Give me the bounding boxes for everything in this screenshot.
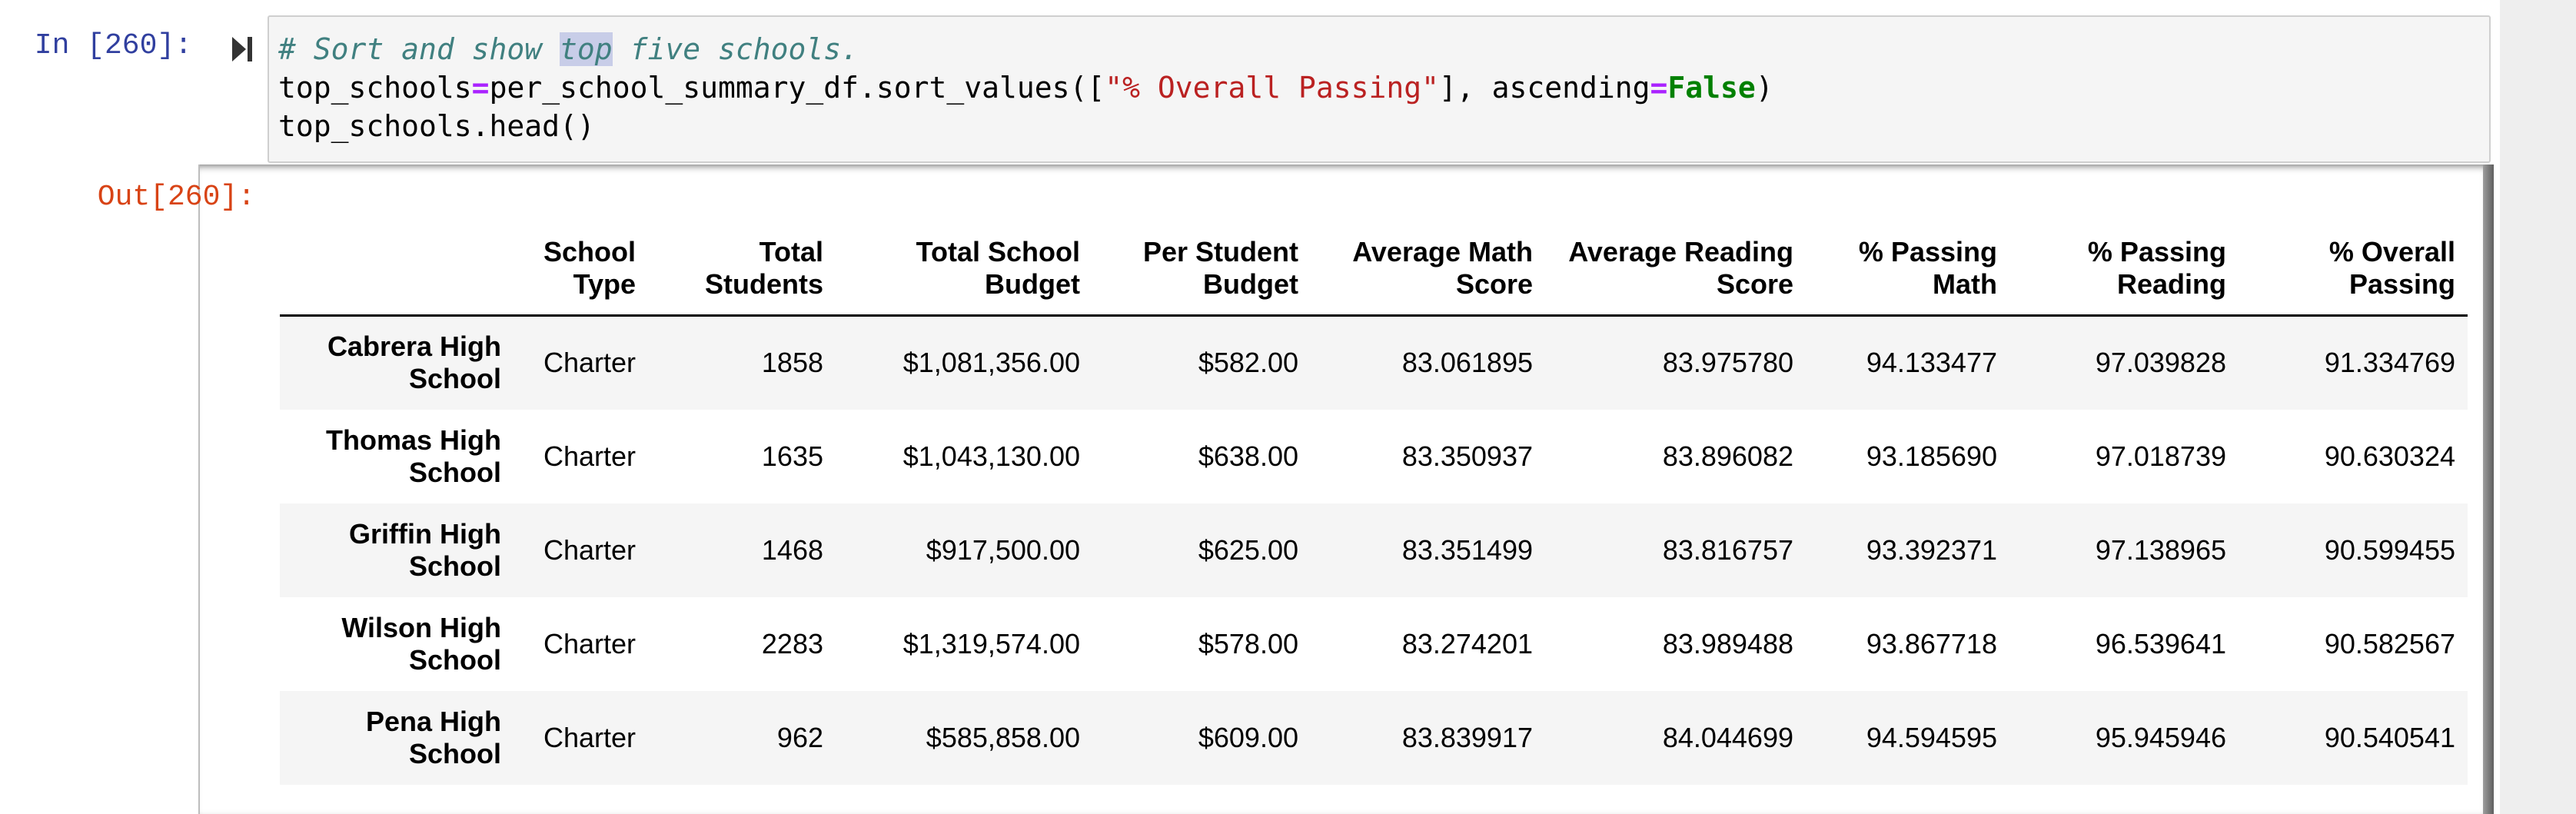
table-row: Cabrera High School Charter 1858 $1,081,356.… — [280, 315, 2468, 410]
cell-per-student-budget: $638.00 — [1198, 440, 1298, 472]
header-total-students: Total Students — [648, 218, 836, 317]
cell-total-students: 1858 — [761, 347, 823, 379]
cell-average-reading-score: 83.975780 — [1662, 347, 1793, 379]
header-average-reading-score: Average Reading Score — [1545, 218, 1806, 317]
table-row: Thomas High School Charter 1635 $1,043,130.0… — [280, 410, 2468, 503]
table-header-row: School Type Total Students Total School Bud… — [280, 218, 2468, 317]
cell-per-student-budget: $582.00 — [1198, 347, 1298, 379]
code-string: "% Overall Passing" — [1105, 71, 1439, 105]
cell-passing-math: 93.867718 — [1866, 627, 1997, 660]
cell-per-student-budget: $578.00 — [1198, 627, 1298, 660]
table-body: Cabrera High School Charter 1858 $1,081,356.… — [280, 315, 2468, 785]
table-row: Griffin High School Charter 1468 $917,500.00… — [280, 503, 2468, 597]
code-operator: = — [471, 71, 490, 105]
cell-overall-passing: 90.599455 — [2324, 533, 2455, 566]
row-index-school-name: Wilson High School — [341, 611, 501, 676]
output-scroll-edge[interactable] — [2483, 164, 2494, 814]
cell-school-type: Charter — [543, 347, 636, 379]
run-cell-icon[interactable] — [231, 34, 254, 65]
cell-average-reading-score: 83.989488 — [1662, 627, 1793, 660]
cell-total-school-budget: $917,500.00 — [926, 533, 1080, 566]
cell-overall-passing: 90.540541 — [2324, 721, 2455, 753]
cell-passing-reading: 97.138965 — [2095, 533, 2226, 566]
cell-school-type: Charter — [543, 721, 636, 753]
table-row: Wilson High School Charter 2283 $1,319,574.0… — [280, 597, 2468, 691]
code-args: ], ascending — [1438, 71, 1650, 105]
header-passing-reading: % Passing Reading — [2009, 218, 2239, 317]
header-average-math-score: Average Math Score — [1311, 218, 1545, 317]
row-index-school-name: Griffin High School — [349, 517, 501, 582]
output-prompt: Out[260]: — [97, 181, 255, 214]
cell-per-student-budget: $609.00 — [1198, 721, 1298, 753]
header-total-school-budget: Total School Budget — [836, 218, 1092, 317]
code-keyword: False — [1667, 71, 1756, 105]
code-comment-highlight: top — [560, 32, 613, 66]
cell-passing-reading: 96.539641 — [2095, 627, 2226, 660]
row-index-school-name: Cabrera High School — [327, 331, 501, 395]
cell-average-math-score: 83.274201 — [1401, 627, 1533, 660]
cell-school-type: Charter — [543, 627, 636, 660]
input-prompt: In [260]: — [34, 29, 192, 62]
code-operator-2: = — [1650, 71, 1668, 105]
cell-overall-passing: 90.630324 — [2324, 440, 2455, 472]
code-editor[interactable]: # Sort and show top five schools. top_sc… — [268, 15, 2491, 163]
cell-average-reading-score: 83.896082 — [1662, 440, 1793, 472]
code-line-1: # Sort and show top five schools. — [278, 32, 859, 66]
cell-passing-reading: 97.018739 — [2095, 440, 2226, 472]
cell-average-reading-score: 83.816757 — [1662, 533, 1793, 566]
cell-total-school-budget: $1,043,130.00 — [902, 440, 1080, 472]
header-passing-math: % Passing Math — [1806, 218, 2009, 317]
row-index-school-name: Pena High School — [365, 705, 501, 769]
cell-passing-math: 94.133477 — [1866, 347, 1997, 379]
cell-total-students: 962 — [776, 721, 823, 753]
cell-passing-reading: 97.039828 — [2095, 347, 2226, 379]
code-comment: # Sort and show — [278, 32, 560, 66]
cell-passing-math: 93.185690 — [1866, 440, 1997, 472]
table-row: Pena High School Charter 962 $585,858.00 $609… — [280, 690, 2468, 785]
cell-total-students: 1468 — [761, 533, 823, 566]
header-overall-passing: % Overall Passing — [2239, 218, 2468, 317]
cell-average-math-score: 83.350937 — [1401, 440, 1533, 472]
cell-passing-math: 93.392371 — [1866, 533, 1997, 566]
dataframe-table: School Type Total Students Total School Bud… — [280, 218, 2468, 785]
cell-per-student-budget: $625.00 — [1198, 533, 1298, 566]
code-call: per_school_summary_df.sort_values([ — [489, 71, 1105, 105]
code-line-3: top_schools.head() — [278, 109, 595, 143]
cell-passing-reading: 95.945946 — [2095, 721, 2226, 753]
header-per-student-budget: Per Student Budget — [1092, 218, 1311, 317]
cell-total-school-budget: $1,319,574.00 — [902, 627, 1080, 660]
cell-passing-math: 94.594595 — [1866, 721, 1997, 753]
cell-overall-passing: 90.582567 — [2324, 627, 2455, 660]
cell-average-reading-score: 84.044699 — [1662, 721, 1793, 753]
cell-total-students: 1635 — [761, 440, 823, 472]
cell-total-students: 2283 — [761, 627, 823, 660]
cell-total-school-budget: $1,081,356.00 — [902, 347, 1080, 379]
cell-school-type: Charter — [543, 533, 636, 566]
code-variable: top_schools — [278, 71, 472, 105]
cell-average-math-score: 83.351499 — [1401, 533, 1533, 566]
code-comment-end: five schools. — [612, 32, 859, 66]
cell-total-school-budget: $585,858.00 — [926, 721, 1080, 753]
cell-overall-passing: 91.334769 — [2324, 347, 2455, 379]
header-index — [280, 218, 514, 317]
header-school-type: School Type — [514, 218, 648, 317]
code-close: ) — [1755, 71, 1773, 105]
cell-school-type: Charter — [543, 440, 636, 472]
cell-average-math-score: 83.839917 — [1401, 721, 1533, 753]
cell-average-math-score: 83.061895 — [1401, 347, 1533, 379]
code-line-2: top_schools=per_school_summary_df.sort_v… — [278, 71, 1773, 105]
row-index-school-name: Thomas High School — [325, 424, 501, 488]
notebook-page: In [260]: # Sort and show top five schoo… — [0, 0, 2500, 814]
